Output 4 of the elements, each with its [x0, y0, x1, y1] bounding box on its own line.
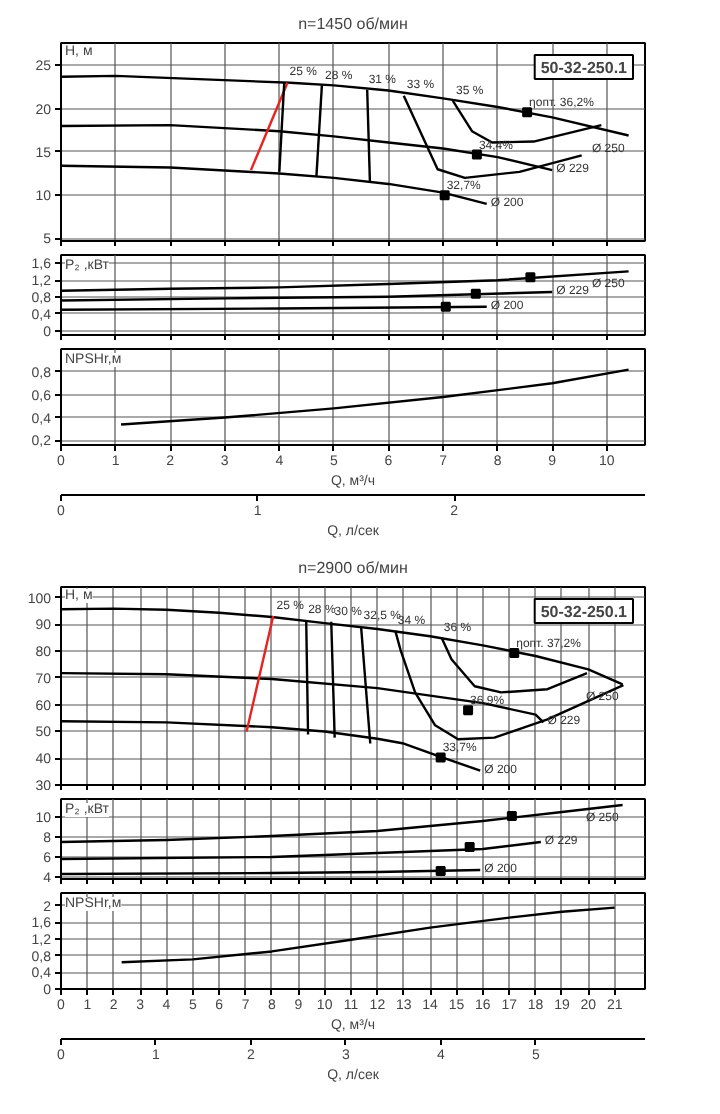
chart-title: n=1450 об/мин [298, 15, 408, 33]
annotation: 50-32-250.1 [540, 603, 629, 621]
chart-title: n=2900 об/мин [298, 559, 408, 577]
annotation: 50-32-250.1 [540, 59, 629, 77]
